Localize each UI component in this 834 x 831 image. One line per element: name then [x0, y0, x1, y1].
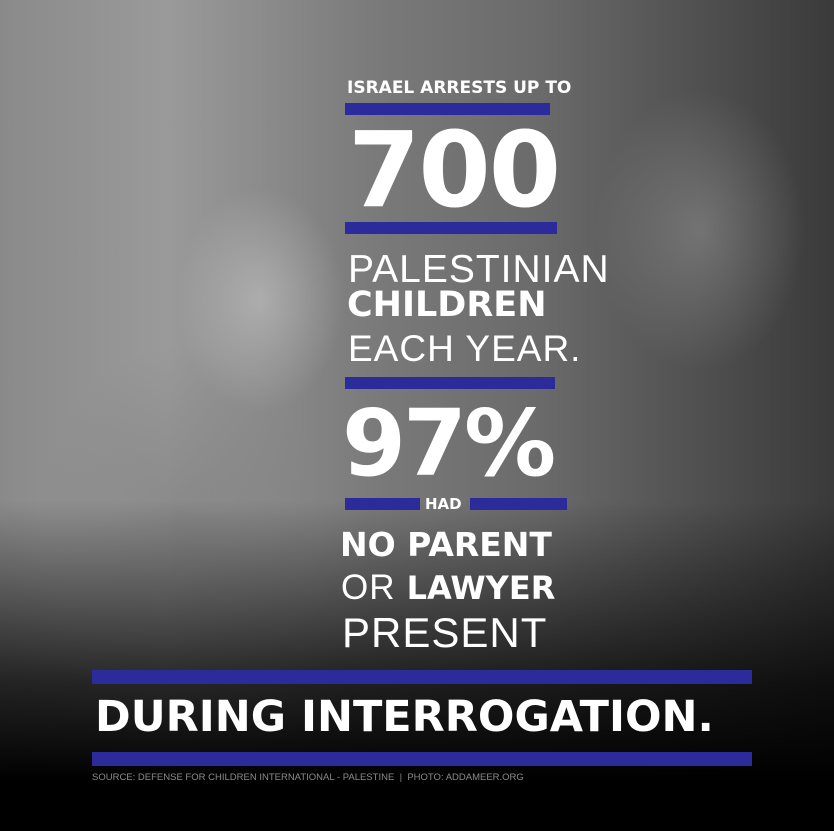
line-or: OR [341, 568, 396, 607]
footer-credits: SOURCE: DEFENSE FOR CHILDREN INTERNATION… [92, 773, 524, 783]
line-or-lawyer: OR LAWYER [341, 570, 555, 606]
divider-bar [92, 752, 752, 766]
line-present: PRESENT [342, 609, 548, 656]
divider-bar [345, 377, 555, 389]
big-number: 700 [348, 109, 561, 231]
divider-bar [345, 103, 550, 115]
divider-bar [345, 222, 557, 234]
divider-bar [345, 498, 420, 510]
line-each-year: EACH YEAR. [348, 328, 582, 369]
divider-bar [92, 670, 752, 684]
footer-separator: | [399, 772, 403, 783]
line-during: DURING INTERROGATION. [95, 692, 714, 742]
percent: 97% [342, 390, 556, 497]
line-children: CHILDREN [347, 285, 547, 325]
bottom-gradient [0, 501, 834, 831]
divider-bar [470, 498, 567, 510]
headline-top: ISRAEL ARRESTS UP TO [347, 78, 572, 98]
footer-photo: PHOTO: ADDAMEER.ORG [407, 772, 524, 783]
footer-source: SOURCE: DEFENSE FOR CHILDREN INTERNATION… [92, 772, 395, 783]
line-no-parent: NO PARENT [340, 525, 552, 564]
line-lawyer: LAWYER [406, 569, 556, 607]
line-had: HAD [425, 495, 462, 513]
line-palestinian: PALESTINIAN [348, 248, 610, 291]
